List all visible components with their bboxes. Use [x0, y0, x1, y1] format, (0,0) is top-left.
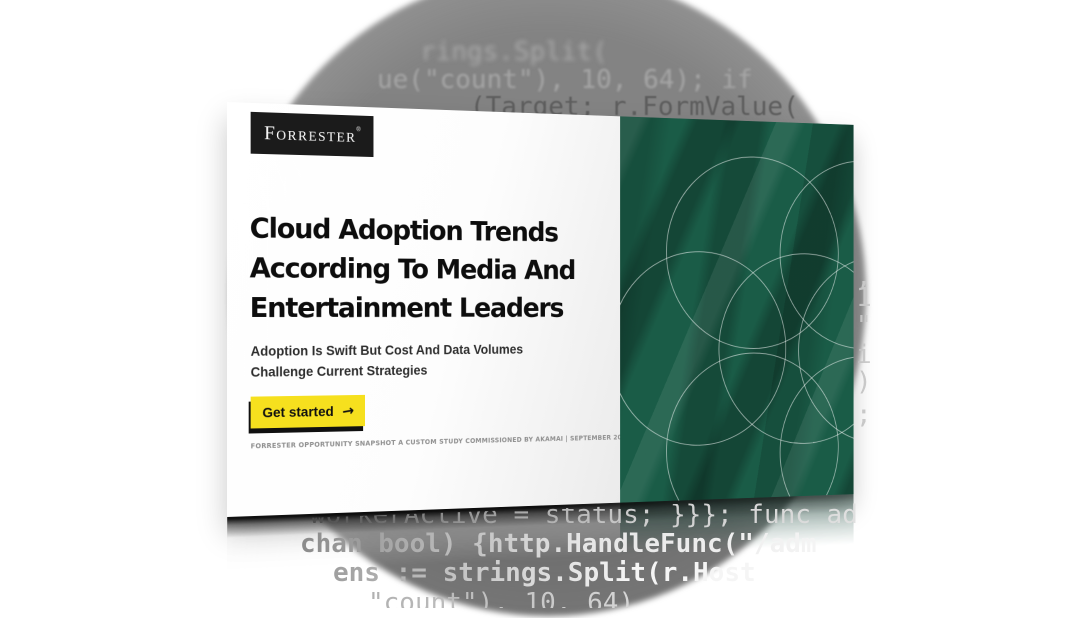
arrow-right-icon: → [341, 400, 356, 420]
cover-art-panel [620, 116, 854, 503]
forrester-logo-text: Forrester [264, 122, 357, 147]
code-line: ue("count"), 10, 64); if [377, 65, 753, 95]
code-fragment: i [856, 340, 872, 370]
report-cover: Forrester ® Cloud Adoption Trends Accord… [227, 102, 854, 517]
report-subtitle: Adoption Is Swift But Cost And Data Volu… [250, 342, 524, 380]
cover-content-panel: Forrester ® Cloud Adoption Trends Accord… [227, 102, 633, 517]
report-title-line: Cloud Adoption Trends [249, 211, 558, 248]
code-line: "count"), 10, 64) [368, 588, 635, 618]
code-fragment: " [856, 311, 872, 341]
code-fragment: ; [856, 400, 872, 430]
report-title-line: Entertainment Leaders [249, 291, 564, 324]
code-line: ens := strings.Split(r.Host [333, 558, 756, 588]
code-fragment: , [856, 262, 872, 292]
report-footnote: FORRESTER OPPORTUNITY SNAPSHOT A CUSTOM … [250, 433, 633, 451]
get-started-label: Get started [262, 403, 334, 421]
code-line: chan bool) {http.HandleFunc("/adm [300, 529, 817, 559]
code-fragment: 1 [856, 283, 872, 313]
registered-trademark-icon: ® [356, 127, 361, 134]
code-fragment: ) [856, 367, 872, 397]
get-started-button[interactable]: Get started → [250, 394, 365, 429]
report-title: Cloud Adoption Trends According To Media… [250, 208, 576, 328]
forrester-logo: Forrester ® [250, 111, 374, 158]
code-line: rings.Split( [420, 37, 608, 67]
report-title-line: According To Media And [249, 251, 576, 286]
report-card: Forrester ® Cloud Adoption Trends Accord… [227, 102, 854, 581]
